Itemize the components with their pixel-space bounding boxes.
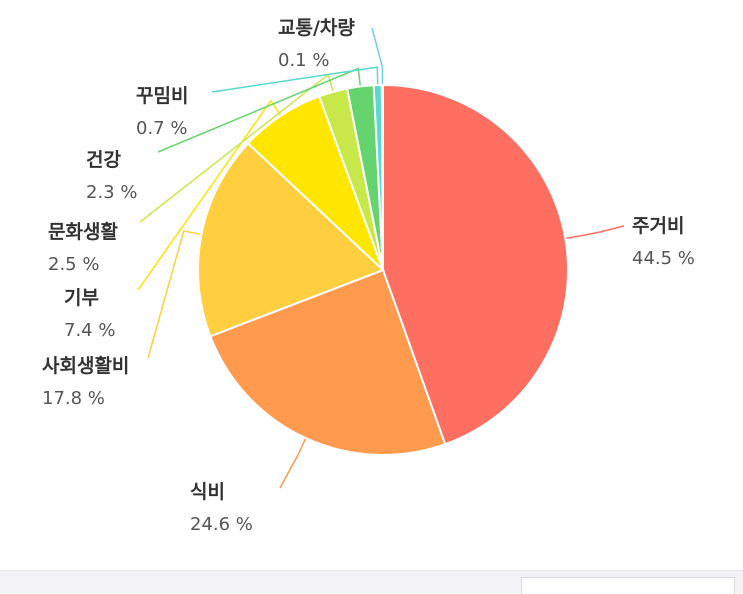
leader-line-7	[211, 66, 379, 93]
slice-value-label: 2.3 %	[86, 182, 137, 203]
pie-chart: 주거비 44.5 % 식비 24.6 % 사회생활비 17.8 % 기부 7.4 % 문화생활 2…	[42, 17, 695, 535]
leader-line-3	[147, 230, 204, 359]
pie-slices	[197, 83, 569, 456]
slice-category-label: 기부	[64, 287, 99, 309]
leader-line-6	[157, 67, 362, 153]
slice-category-label: 사회생활비	[42, 355, 129, 377]
slice-category-label: 건강	[86, 149, 121, 171]
pie-slice-1[interactable]	[382, 83, 569, 446]
slice-value-label: 2.5 %	[48, 254, 99, 275]
slice-value-label: 0.1 %	[278, 50, 329, 71]
leader-lines	[137, 27, 625, 489]
leader-line-2	[279, 435, 308, 489]
slice-category-label: 교통/차량	[278, 17, 355, 39]
pie-slice-3[interactable]	[197, 142, 385, 338]
footer-panel	[521, 577, 735, 594]
leader-line-4	[137, 99, 283, 291]
slice-value-label: 7.4 %	[64, 320, 115, 341]
slice-category-label: 주거비	[632, 215, 684, 237]
pie-slice-8[interactable]	[380, 83, 384, 271]
slice-labels: 주거비 44.5 % 식비 24.6 % 사회생활비 17.8 % 기부 7.4 % 문화생활 2…	[42, 17, 695, 535]
slice-value-label: 0.7 %	[136, 118, 187, 139]
leader-line-8	[371, 27, 384, 87]
footer-bar	[0, 570, 743, 594]
slice-category-label: 꾸밈비	[136, 85, 188, 107]
pie-chart-svg: 주거비 44.5 % 식비 24.6 % 사회생활비 17.8 % 기부 7.4 % 문화생활 2…	[42, 17, 695, 535]
leader-line-1	[563, 225, 625, 240]
slice-value-label: 44.5 %	[632, 248, 695, 269]
pie-slice-2[interactable]	[208, 268, 447, 456]
slice-category-label: 식비	[190, 481, 225, 503]
slice-value-label: 17.8 %	[42, 388, 105, 409]
slice-value-label: 24.6 %	[190, 514, 253, 535]
slice-category-label: 문화생활	[48, 221, 118, 243]
